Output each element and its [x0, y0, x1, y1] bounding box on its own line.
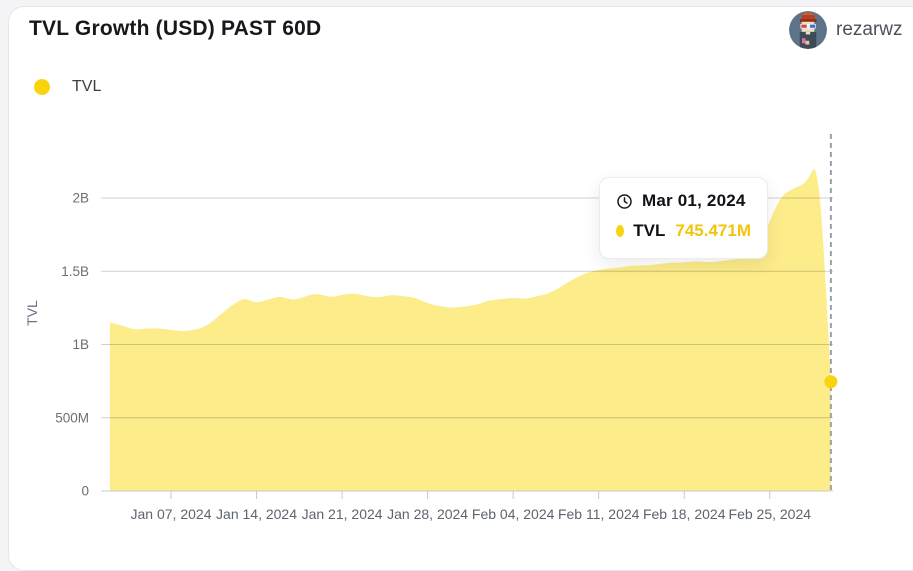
x-axis-tick-label: Jan 07, 2024 — [131, 506, 212, 522]
tooltip-date-row: Mar 01, 2024 — [616, 191, 751, 211]
user-profile[interactable]: rezarwz — [789, 11, 903, 49]
legend-item-tvl[interactable]: TVL — [34, 78, 101, 96]
y-axis-tick-label: 500M — [55, 410, 89, 425]
y-axis-tick-label: 0 — [81, 484, 89, 499]
username[interactable]: rezarwz — [836, 19, 903, 40]
tooltip-value-row: TVL 745.471M — [616, 221, 751, 241]
tooltip-series-dot-icon — [616, 225, 625, 237]
y-axis-tick-label: 2B — [72, 191, 89, 206]
avatar-pixel-art-icon — [789, 11, 827, 49]
x-axis-tick-label: Jan 28, 2024 — [387, 506, 468, 522]
page-title: TVL Growth (USD) PAST 60D — [29, 17, 322, 40]
chart-tooltip: Mar 01, 2024 TVL 745.471M — [599, 177, 768, 259]
x-axis-tick-label: Feb 18, 2024 — [643, 506, 726, 522]
x-axis-tick-label: Jan 14, 2024 — [216, 506, 297, 522]
legend-dot-icon — [34, 79, 50, 95]
y-axis-tick-label: 1B — [72, 337, 89, 352]
highlight-data-point — [824, 375, 838, 389]
tooltip-value: 745.471M — [675, 221, 751, 240]
legend-label: TVL — [72, 78, 102, 95]
chart-canvas[interactable]: 0 500M 1B 1.5B 2B Jan 07, 2024 Jan 14, 2024 Jan… — [1, 1, 913, 548]
tooltip-series-name: TVL — [633, 221, 666, 240]
y-axis-tick-label: 1.5B — [61, 264, 89, 279]
x-axis-tick-label: Jan 21, 2024 — [302, 506, 383, 522]
x-axis-tick-label: Feb 04, 2024 — [472, 506, 555, 522]
chart-card: TVL Growth (USD) PAST 60D — [8, 6, 913, 571]
tvl-area-series — [109, 168, 831, 491]
avatar — [789, 11, 827, 49]
x-axis-tick-label: Feb 11, 2024 — [558, 506, 640, 522]
y-axis-title: TVL — [24, 300, 40, 326]
x-axis-tick-label: Feb 25, 2024 — [729, 506, 812, 522]
tooltip-date: Mar 01, 2024 — [642, 191, 746, 210]
clock-icon — [617, 193, 632, 209]
